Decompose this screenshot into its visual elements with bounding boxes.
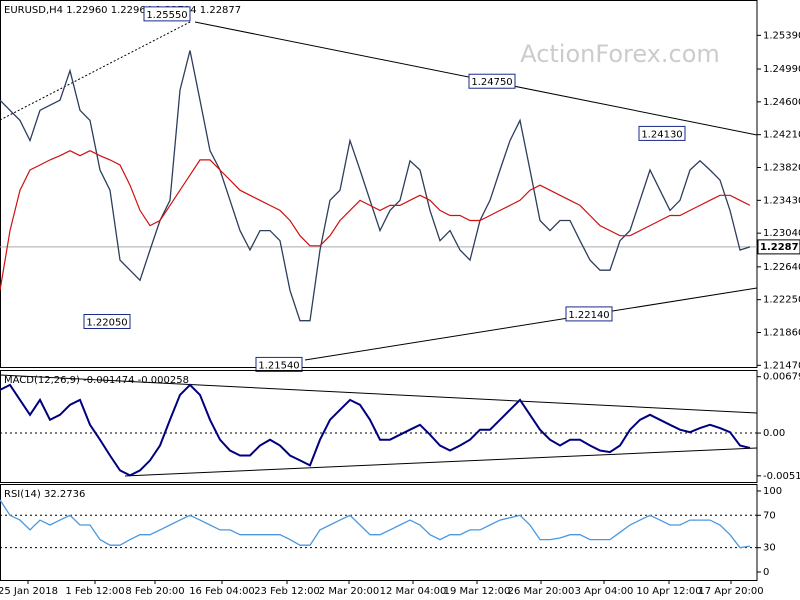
series-line <box>0 383 751 477</box>
annotation-label: 1.25550 <box>146 10 187 21</box>
x-tick-label: 19 Mar 12:00 <box>444 586 511 597</box>
x-tick-label: 12 Mar 04:00 <box>380 586 447 597</box>
y-tick-label: 0.006792 <box>763 372 800 383</box>
panel <box>0 484 758 581</box>
y-tick-label: 1.23040 <box>763 228 800 239</box>
panel-title: EURUSD,H4 1.22960 1.22964 1.22794 1.2287… <box>4 5 241 16</box>
y-tick-label: 1.24990 <box>763 64 800 75</box>
annotation-box <box>143 6 191 22</box>
panel-title: RSI(14) 32.2736 <box>4 489 85 500</box>
annotation-box <box>83 313 131 329</box>
x-tick-label: 8 Feb 20:00 <box>125 586 184 597</box>
y-tick-label: 1.23820 <box>763 163 800 174</box>
annotation-label: 1.21540 <box>258 360 299 371</box>
annotation-box <box>638 125 686 141</box>
y-tick-label: 1.22640 <box>763 262 800 273</box>
x-tick-label: 3 Apr 04:00 <box>575 586 634 597</box>
panel <box>0 0 758 368</box>
y-tick-label: 0.00 <box>763 428 785 439</box>
series-line <box>0 150 751 291</box>
annotation-box <box>468 73 516 89</box>
x-tick-label: 2 Mar 20:00 <box>319 586 379 597</box>
x-tick-label: 26 Mar 20:00 <box>508 586 575 597</box>
trend-line <box>0 374 758 414</box>
y-tick-label: 30 <box>763 543 776 554</box>
annotation-box <box>565 306 613 322</box>
trend-line <box>124 447 758 477</box>
x-tick-label: 16 Feb 04:00 <box>189 586 255 597</box>
panel-title: MACD(12,26,9) -0.001474 -0.000258 <box>4 375 189 386</box>
series-line <box>0 499 751 549</box>
y-tick-label: 1.21860 <box>763 327 800 338</box>
x-tick-label: 25 Jan 2018 <box>0 586 58 597</box>
annotation-label: 1.22050 <box>86 317 127 328</box>
y-tick-label: 70 <box>763 510 776 521</box>
x-tick-label: 10 Apr 12:00 <box>636 586 701 597</box>
x-tick-label: 1 Feb 12:00 <box>65 586 124 597</box>
last-price-label: 1.22877 <box>760 242 800 253</box>
y-tick-label: 1.24600 <box>763 97 800 108</box>
y-tick-label: 1.21470 <box>763 360 800 371</box>
y-tick-label: 1.24210 <box>763 130 800 141</box>
panel <box>0 370 758 483</box>
annotation-box <box>255 356 303 372</box>
y-tick-label: 1.23430 <box>763 195 800 206</box>
y-tick-label: 1.22250 <box>763 295 800 306</box>
last-price-box <box>757 239 800 255</box>
x-tick-label: 17 Apr 20:00 <box>698 586 763 597</box>
trend-line <box>304 287 758 361</box>
y-tick-label: -0.005157 <box>763 471 800 482</box>
annotation-label: 1.24750 <box>471 77 512 88</box>
annotation-label: 1.22140 <box>568 310 609 321</box>
y-tick-label: 1.25390 <box>763 30 800 41</box>
y-tick-label: 0 <box>763 567 769 578</box>
x-tick-label: 23 Feb 12:00 <box>254 586 320 597</box>
y-tick-label: 100 <box>763 486 782 497</box>
annotation-label: 1.24130 <box>641 129 682 140</box>
watermark: ActionForex.com <box>520 40 720 68</box>
